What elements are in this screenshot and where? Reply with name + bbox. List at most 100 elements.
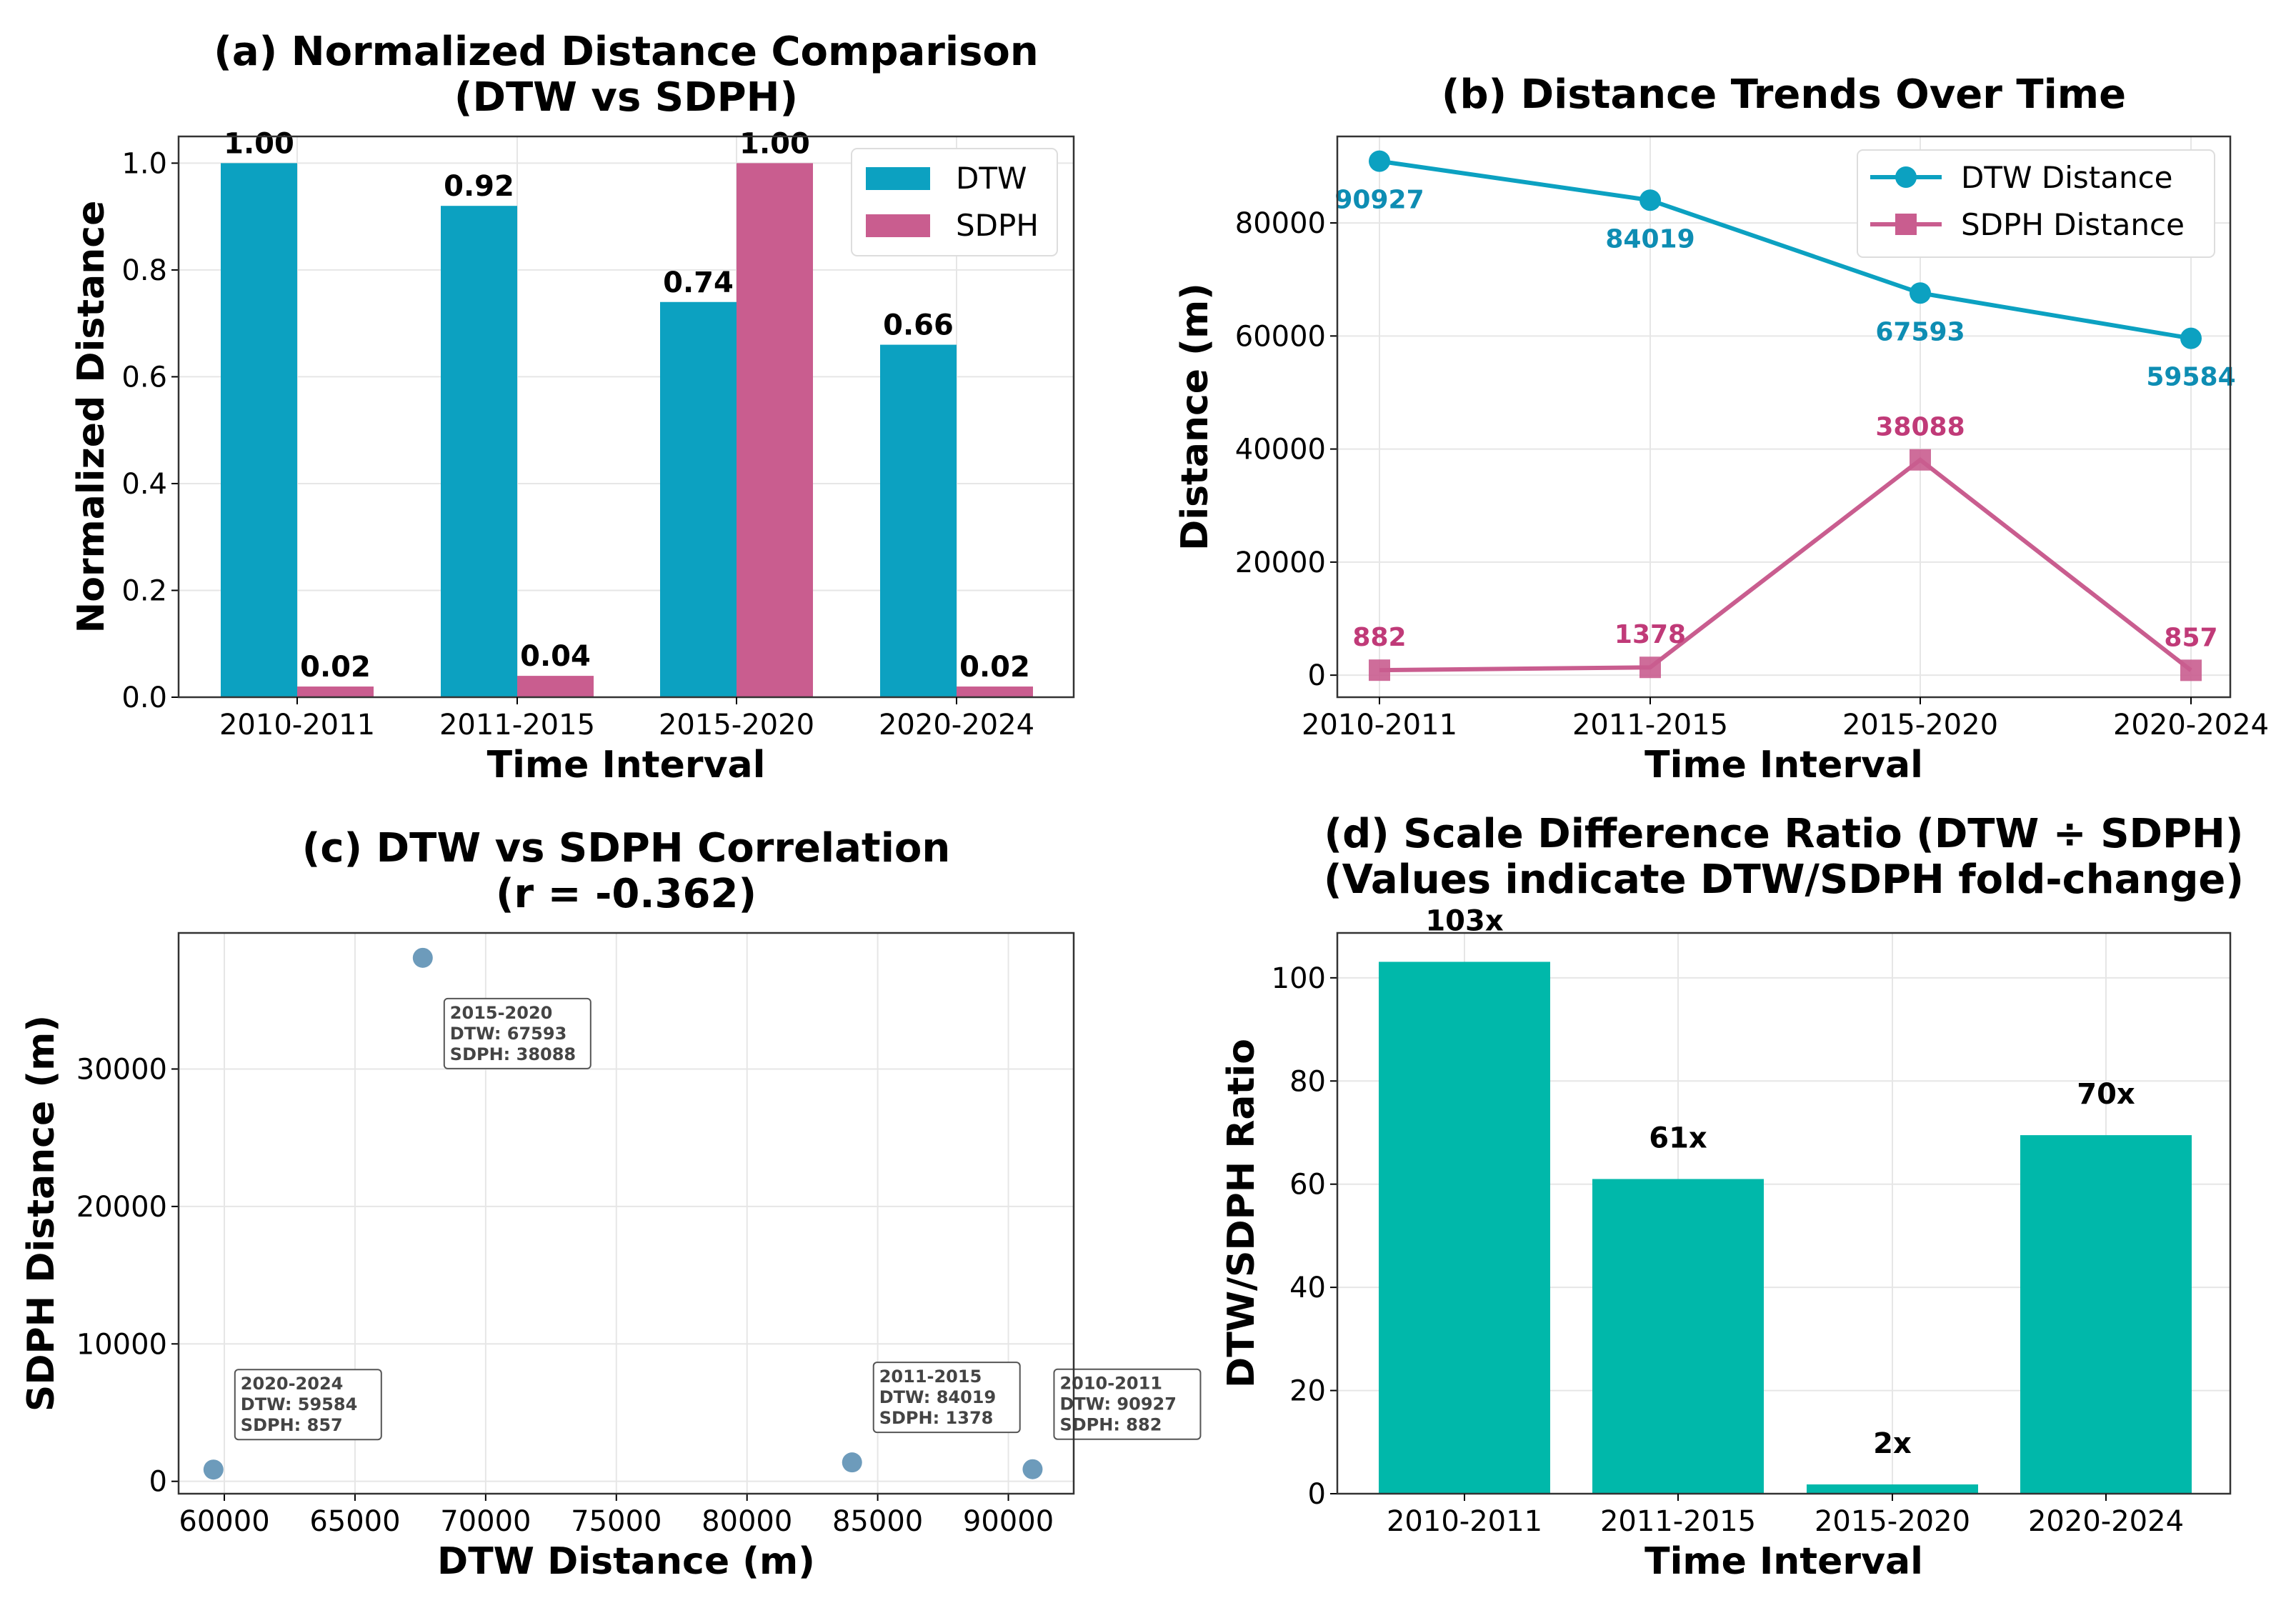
annotation-text: 2020-2024 (241, 1374, 344, 1394)
x-tick-label: 2015-2020 (1815, 1505, 1970, 1538)
x-tick-label: 2010-2011 (1302, 709, 1457, 741)
bar-value-label: 1.00 (739, 127, 810, 160)
annotation-text: DTW: 90927 (1059, 1394, 1176, 1414)
y-tick-label: 60000 (1235, 320, 1326, 353)
plot-frame (1336, 135, 2232, 699)
x-tick-label: 60000 (179, 1505, 269, 1538)
plot-frame (1336, 932, 2232, 1495)
dtw-line (1379, 159, 2192, 341)
x-tick-label: 2020-2024 (2028, 1505, 2184, 1538)
y-axis-label: DTW/SDPH Ratio (1220, 1039, 1263, 1388)
chart-title-line: (DTW vs SDPH) (454, 74, 798, 121)
bar-value-label: 0.66 (883, 309, 954, 342)
x-axis-label: Time Interval (487, 744, 766, 786)
y-tick-label: 20000 (76, 1191, 167, 1224)
dtw-bar (880, 344, 957, 697)
legend-label: SDPH Distance (1961, 207, 2185, 242)
annotation-text: 2011-2015 (879, 1367, 982, 1387)
chart-d: (d) Scale Difference Ratio (DTW ÷ SDPH)(… (1220, 811, 2244, 1583)
x-tick-label: 2020-2024 (879, 709, 1034, 741)
point-value-label: 84019 (1605, 224, 1694, 254)
x-tick-label: 2011-2015 (1600, 1505, 1756, 1538)
x-tick-label: 90000 (963, 1505, 1054, 1538)
annotation-box (443, 997, 592, 1069)
y-tick-label: 60 (1289, 1169, 1326, 1202)
x-tick-label: 2010-2011 (1387, 1505, 1542, 1538)
x-tick-label: 80000 (702, 1505, 792, 1538)
x-axis-label: DTW Distance (m) (437, 1540, 815, 1583)
x-tick-label: 70000 (440, 1505, 531, 1538)
ratio-bar (1807, 1484, 1978, 1494)
dtw-marker (1639, 189, 1661, 211)
point-value-label: 90927 (1334, 186, 1424, 215)
legend: DTW Distance SDPH Distance (1857, 149, 2215, 258)
y-tick-label: 100 (1272, 962, 1326, 995)
annotation-text: SDPH: 1378 (879, 1408, 994, 1428)
sdph-bar (517, 676, 594, 697)
x-tick-label: 2010-2011 (219, 709, 375, 741)
bar-value-label: 2x (1873, 1427, 1912, 1460)
dtw-marker (1369, 150, 1390, 172)
chart-b: (b) Distance Trends Over Time 0 20000 40000… (1174, 71, 2269, 786)
sdph-bar (737, 163, 813, 697)
chart-title-line: (a) Normalized Distance Comparison (214, 29, 1039, 75)
x-tick-label: 75000 (571, 1505, 662, 1538)
point-value-label: 882 (1352, 623, 1406, 652)
annotation-text: SDPH: 857 (241, 1415, 343, 1435)
chart-title: (b) Distance Trends Over Time (1442, 71, 2126, 118)
x-tick-label: 2015-2020 (659, 709, 814, 741)
chart-title-line: (c) DTW vs SDPH Correlation (302, 825, 950, 872)
annotation-text: SDPH: 882 (1059, 1415, 1162, 1435)
legend-label: DTW Distance (1961, 160, 2173, 195)
chart-title-line: (Values indicate DTW/SDPH fold-change) (1324, 857, 2244, 903)
y-axis-label: Distance (m) (1174, 283, 1217, 551)
legend-label: DTW (956, 161, 1027, 196)
x-axis-label: Time Interval (1644, 744, 1923, 786)
y-tick-label: 80000 (1235, 207, 1326, 240)
ratio-bar (2020, 1135, 2192, 1494)
bar-value-label: 0.92 (444, 170, 514, 203)
x-tick-label: 2015-2020 (1842, 709, 1998, 741)
y-tick-label: 40000 (1235, 434, 1326, 466)
scatter-point (1022, 1459, 1043, 1479)
annotation-text: DTW: 67593 (450, 1024, 566, 1044)
dtw-marker (2180, 327, 2202, 349)
point-value-label: 67593 (1875, 317, 1965, 346)
bar-value-label: 61x (1649, 1122, 1707, 1154)
y-tick-label: 1.0 (121, 147, 167, 180)
annotation-box (1053, 1368, 1202, 1440)
point-value-label: 59584 (2146, 363, 2235, 392)
sdph-marker (1910, 449, 1931, 471)
annotation-box (234, 1369, 382, 1441)
x-tick-label: 2020-2024 (2113, 709, 2269, 741)
legend-marker (1895, 214, 1917, 235)
bar-value-label: 0.02 (300, 651, 371, 684)
y-tick-label: 0 (1308, 1478, 1326, 1511)
legend-swatch (866, 167, 930, 190)
scatter-point (203, 1459, 224, 1480)
annotation-text: 2010-2011 (1059, 1374, 1162, 1394)
annotation-text: 2015-2020 (450, 1003, 553, 1023)
y-tick-label: 40 (1289, 1272, 1326, 1304)
y-tick-label: 10000 (76, 1328, 167, 1361)
sdph-marker (2180, 659, 2202, 681)
chart-title-line: (d) Scale Difference Ratio (DTW ÷ SDPH) (1324, 811, 2243, 857)
y-axis-label: Normalized Distance (70, 201, 113, 634)
legend-box (1857, 149, 2215, 258)
y-tick-label: 0.8 (121, 254, 167, 287)
sdph-marker (1639, 656, 1661, 679)
dtw-bar (441, 206, 517, 697)
scatter-point (842, 1452, 862, 1473)
y-tick-label: 30000 (76, 1053, 167, 1086)
bar-value-label: 70x (2077, 1078, 2135, 1111)
sdph-bar (297, 686, 374, 697)
y-tick-label: 0.2 (121, 574, 167, 607)
point-value-label: 38088 (1875, 413, 1965, 442)
dtw-marker (1910, 282, 1931, 304)
dtw-bar (660, 301, 737, 697)
plot-frame (177, 135, 1075, 699)
